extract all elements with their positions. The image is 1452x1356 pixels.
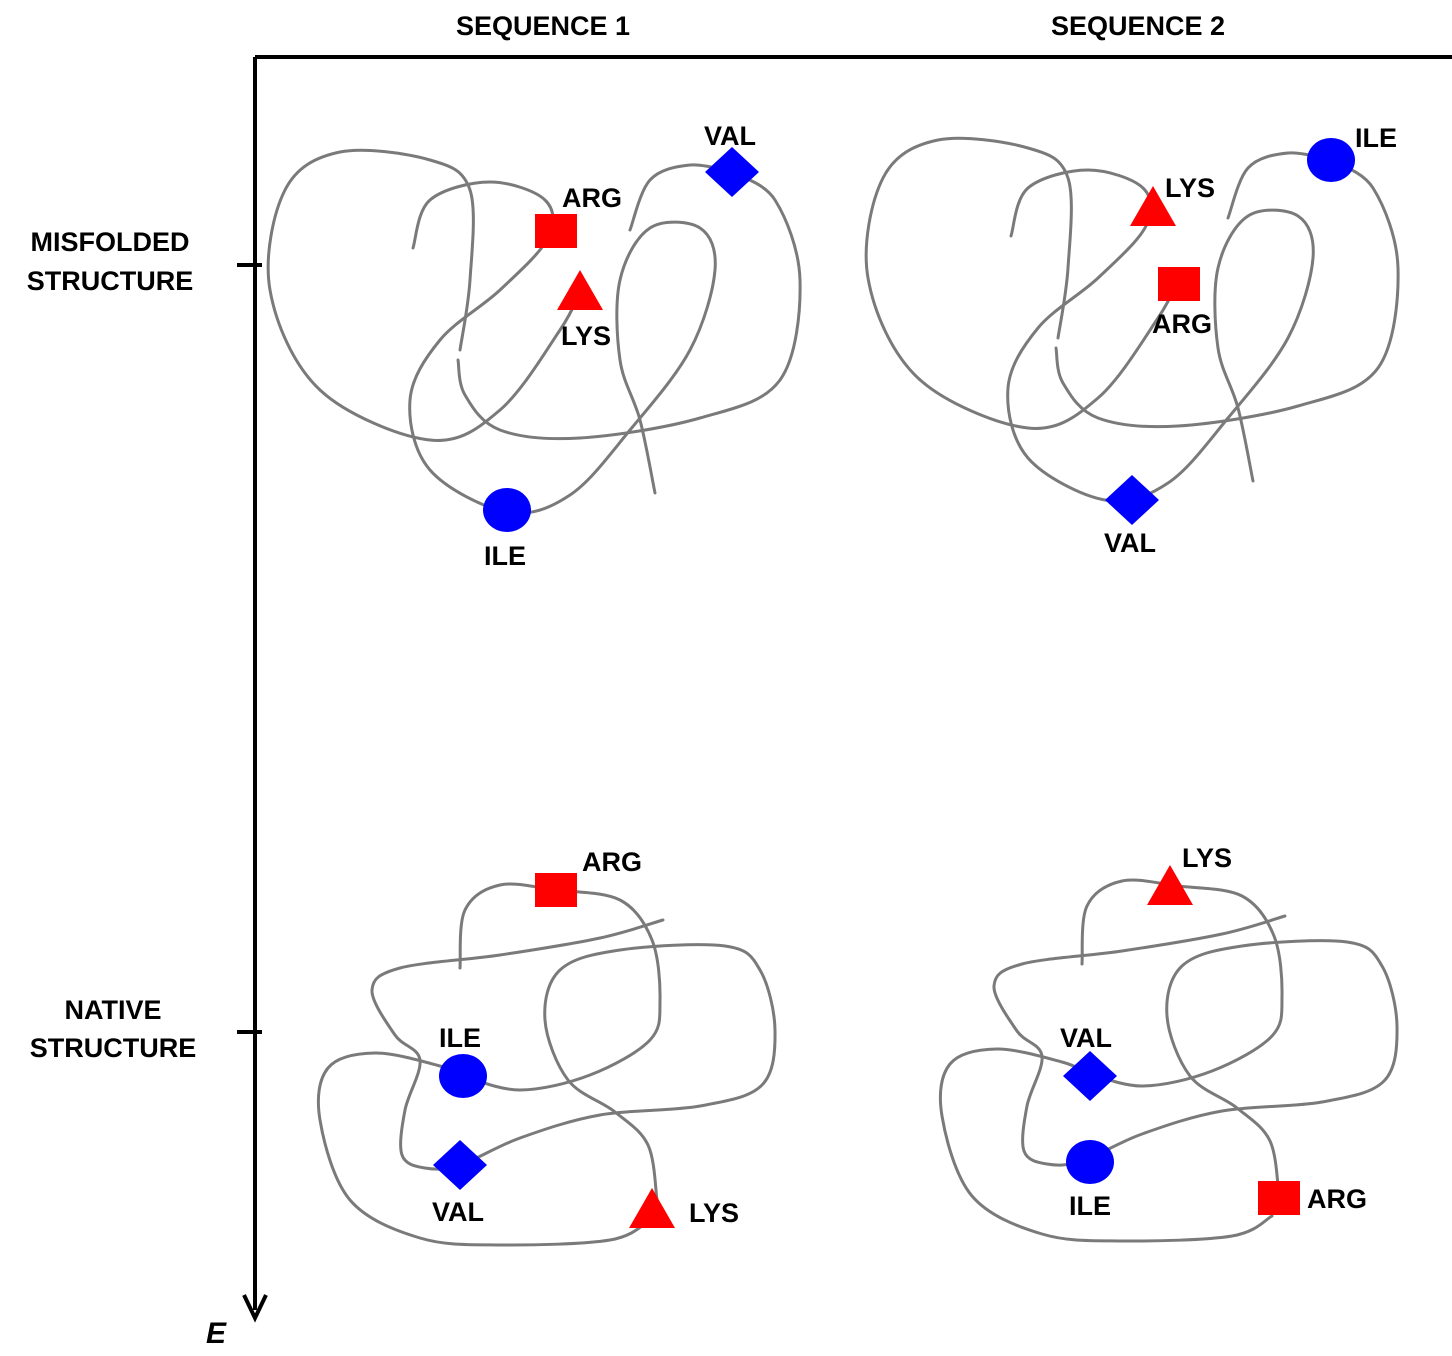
residue-label: ARG	[1307, 1184, 1367, 1214]
residue-label: ILE	[439, 1023, 481, 1053]
triangle-marker	[629, 1188, 675, 1228]
circle-marker	[1307, 138, 1355, 182]
diamond-marker	[1105, 475, 1159, 525]
column-header: SEQUENCE 2	[1051, 11, 1225, 41]
diamond-marker	[1063, 1051, 1117, 1101]
residue-label: ILE	[1355, 123, 1397, 153]
row-label: MISFOLDED	[31, 227, 190, 257]
square-marker	[535, 873, 577, 907]
chain	[994, 916, 1397, 1196]
square-marker	[1158, 267, 1200, 301]
residue-label: VAL	[704, 121, 756, 151]
triangle-marker	[557, 270, 603, 310]
row-label: STRUCTURE	[27, 266, 194, 296]
row-label: NATIVE	[64, 995, 161, 1025]
residue-label: VAL	[432, 1197, 484, 1227]
residue-label: ARG	[582, 847, 642, 877]
residue-label: VAL	[1060, 1023, 1112, 1053]
residue-label: LYS	[1165, 173, 1215, 203]
residue-label: ILE	[484, 541, 526, 571]
chain	[1056, 160, 1398, 427]
square-marker	[1258, 1181, 1300, 1215]
row-label: STRUCTURE	[30, 1033, 197, 1063]
chain	[372, 920, 775, 1200]
chain	[458, 172, 800, 439]
chain	[1082, 880, 1282, 1086]
column-header: SEQUENCE 1	[456, 11, 630, 41]
axis-label: E	[206, 1317, 227, 1350]
axes	[237, 57, 1452, 1318]
chain	[460, 884, 660, 1090]
residue-label: LYS	[561, 321, 611, 351]
residue-label: ILE	[1069, 1191, 1111, 1221]
square-marker	[535, 214, 577, 248]
circle-marker	[1066, 1140, 1114, 1184]
diamond-marker	[705, 147, 759, 197]
diamond-marker	[433, 1140, 487, 1190]
residue-label: LYS	[1182, 843, 1232, 873]
chains	[268, 138, 1398, 1245]
circle-marker	[483, 488, 531, 532]
residues: ARG LYS VAL ILE LYS ARG ILE VAL ARG ILE VAL LYS LYS V…	[432, 121, 1397, 1228]
figure: SEQUENCE 1 SEQUENCE 2 MISFOLDED STRUCTUR…	[0, 0, 1452, 1351]
circle-marker	[439, 1054, 487, 1098]
residue-label: ARG	[562, 183, 622, 213]
residue-label: LYS	[689, 1198, 739, 1228]
residue-label: ARG	[1152, 309, 1212, 339]
residue-label: VAL	[1104, 528, 1156, 558]
